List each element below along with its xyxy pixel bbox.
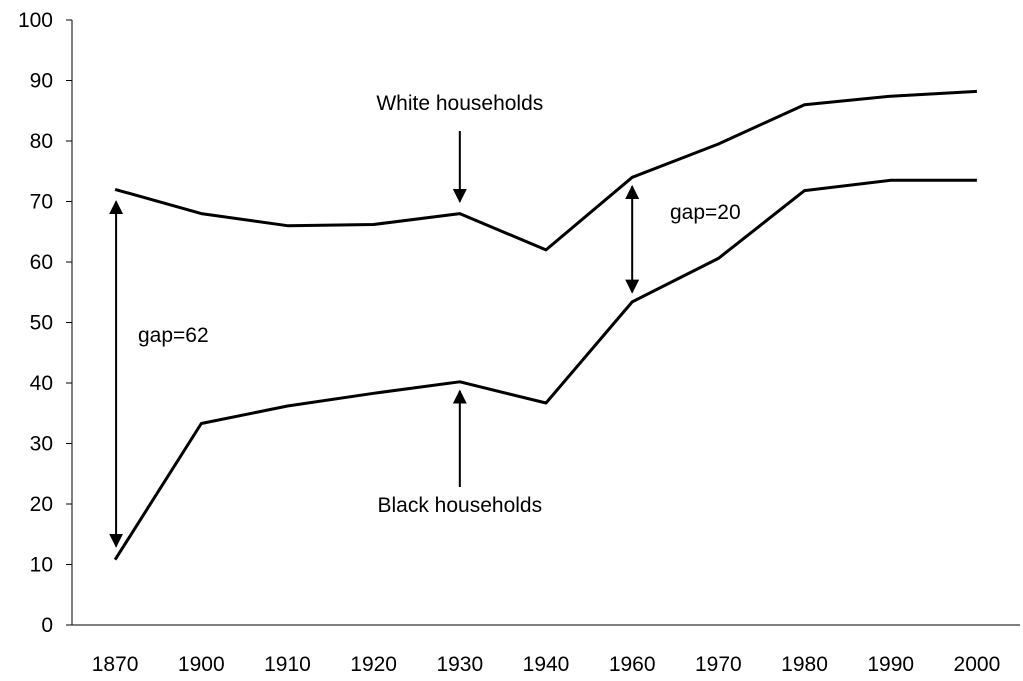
annotation-white-households: White households <box>376 92 543 115</box>
x-tick-label: 1910 <box>264 653 311 676</box>
annotation-gap-1960: gap=20 <box>670 201 741 224</box>
series-lines <box>113 89 977 561</box>
x-tick-label: 1920 <box>350 653 397 676</box>
y-tick-label: 50 <box>30 312 53 335</box>
x-tick-label: 1900 <box>178 653 225 676</box>
x-tick-label: 1990 <box>867 653 914 676</box>
y-tick-label: 10 <box>30 554 53 577</box>
x-tick-label: 1940 <box>523 653 570 676</box>
series-line-black-households <box>113 178 977 561</box>
x-tick-label: 2000 <box>954 653 1001 676</box>
y-tick-label: 20 <box>30 493 53 516</box>
y-tick-label: 0 <box>41 614 53 637</box>
y-tick-label: 100 <box>18 9 53 32</box>
tick-labels: 0 10 20 30 40 50 60 70 80 90 100 1870 1900 1910 1920 19… <box>18 9 1000 676</box>
y-tick-label: 90 <box>30 70 53 93</box>
y-tick-label: 80 <box>30 130 53 153</box>
series-line-white-households <box>114 89 977 252</box>
y-tick-label: 30 <box>30 433 53 456</box>
x-tick-label: 1960 <box>609 653 656 676</box>
annotation-gap-1870: gap=62 <box>138 324 209 347</box>
annotations: White households Black households gap=62 ga… <box>109 92 741 548</box>
annotation-black-households: Black households <box>378 494 543 517</box>
x-tick-label: 1870 <box>92 653 139 676</box>
x-tick-label: 1980 <box>781 653 828 676</box>
x-tick-label: 1970 <box>695 653 742 676</box>
y-tick-label: 40 <box>30 372 53 395</box>
axes <box>71 20 1020 626</box>
y-tick-label: 70 <box>30 191 53 214</box>
y-tick-label: 60 <box>30 251 53 274</box>
x-tick-label: 1930 <box>436 653 483 676</box>
